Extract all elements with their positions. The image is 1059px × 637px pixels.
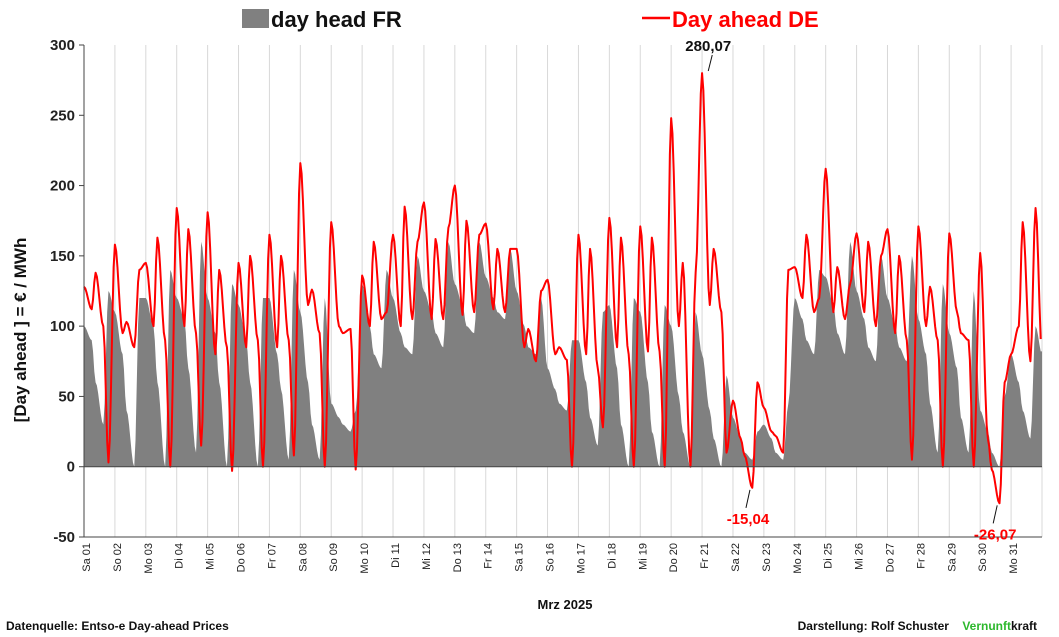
x-tick-label: Sa 22 [730,543,742,572]
brand-rest: kraft [1010,619,1037,633]
y-tick-label: 150 [50,248,75,265]
x-tick-label: So 02 [112,543,124,572]
y-tick-label: 100 [50,318,75,335]
y-tick-label: 300 [50,37,75,54]
x-tick-label: Di 18 [606,543,618,569]
x-tick-label: So 16 [545,543,557,572]
x-tick-label: Mi 19 [637,543,649,570]
y-tick-label: 0 [67,459,75,476]
y-axis-label: [Day ahead ] = € / MWh [11,238,30,423]
y-tick-label: 250 [50,107,75,124]
x-tick-label: Fr 07 [266,543,278,569]
line-day-ahead-de [83,72,1042,505]
x-tick-label: Mo 31 [1008,543,1020,574]
annotation-label: 280,07 [685,38,731,55]
annotations: 280,07 -15,04 -26,07 [685,38,1016,543]
axes: -50 0 50 100 150 200 250 300 Sa 01 So 02 Mo 03 Di 0… [50,37,1042,574]
x-tick-label: Sa 08 [297,543,309,572]
annotation-leader [992,505,998,524]
y-tick-label: -50 [53,529,75,546]
x-tick-label: Mo 03 [143,543,155,574]
x-tick-label: Mo 17 [575,543,587,574]
annotation-leader [745,489,751,508]
annotation-leader [707,54,713,72]
x-tick-label: Do 06 [236,543,248,572]
x-tick-label: Do 20 [668,543,680,572]
x-tick-label: Mi 05 [205,543,217,570]
y-tick-label: 200 [50,178,75,195]
source-note: Datenquelle: Entso-e Day-ahead Prices [6,619,229,633]
brand-green: Vernunft [962,619,1011,633]
annotation-label: -15,04 [727,511,770,528]
x-tick-label: Fr 21 [699,543,711,569]
x-tick-label: Di 11 [390,543,402,568]
credit-author: Darstellung: Rolf Schuster [797,619,949,633]
x-tick-label: Mi 26 [854,543,866,570]
x-tick-label: Sa 01 [81,543,93,572]
legend-label-de: Day ahead DE [672,7,819,32]
x-axis-label: Mrz 2025 [538,597,593,612]
x-tick-label: Do 13 [452,543,464,572]
x-tick-label: Mi 12 [421,543,433,570]
x-tick-label: Sa 29 [946,543,958,572]
legend-label-fr: day head FR [271,7,402,32]
x-tick-label: Mo 24 [792,543,804,574]
x-tick-label: So 30 [977,543,989,572]
annotation-label: -26,07 [974,526,1017,543]
series-day-ahead-de [83,72,1042,505]
legend: day head FR Day ahead DE [242,7,819,32]
x-tick-label: Fr 28 [915,543,927,569]
x-tick-label: So 23 [761,543,773,572]
x-tick-label: Di 04 [174,543,186,569]
x-tick-label: Mo 10 [359,543,371,574]
x-tick-label: So 09 [328,543,340,572]
x-tick-label: Fr 14 [483,543,495,569]
credit-note: Darstellung: Rolf Schuster Vernunftkraft [798,619,1037,633]
x-tick-label: Do 27 [884,543,896,572]
x-tick-label: Sa 15 [514,543,526,572]
y-tick-label: 50 [58,388,75,405]
x-tick-label: Di 25 [823,543,835,569]
legend-swatch-fr [242,9,269,28]
